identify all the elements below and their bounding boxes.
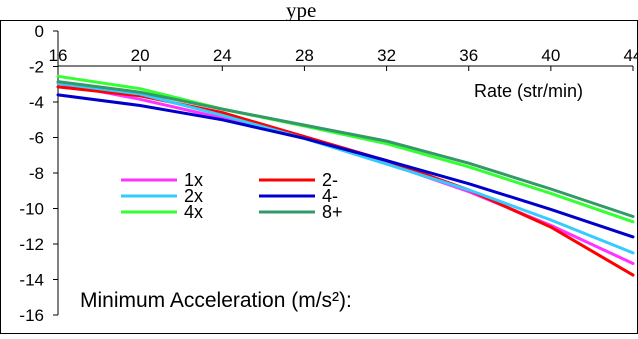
x-tick-label: 28	[295, 46, 314, 65]
x-axis-title: Rate (str/min)	[474, 81, 583, 101]
series-line-8+	[56, 80, 635, 218]
header-text-fragment: ype	[286, 0, 316, 22]
legend-label: 4x	[184, 202, 203, 222]
legend-label: 4-	[322, 186, 338, 206]
x-tick-label: 32	[377, 46, 396, 65]
y-tick-label: -10	[19, 200, 44, 219]
legend: 1x 2- 2x 4- 4x 8+	[121, 170, 343, 222]
y-tick-label: -6	[29, 129, 44, 148]
series-lines	[56, 74, 635, 277]
y-tick-label: -4	[29, 93, 44, 112]
series-line-4-	[56, 93, 635, 239]
y-tick-label: -16	[19, 306, 44, 325]
legend-label: 8+	[322, 202, 343, 222]
x-tick-label: 20	[131, 46, 150, 65]
legend-label: 1x	[184, 170, 203, 190]
series-line-4x	[56, 74, 635, 224]
x-axis: 16 20 24 28 32 36 40 44	[49, 46, 638, 71]
series-line-2x	[56, 81, 635, 255]
x-tick-label: 44	[624, 46, 638, 65]
x-tick-label: 40	[541, 46, 560, 65]
y-tick-label: -8	[29, 164, 44, 183]
y-tick-label: -12	[19, 235, 44, 254]
x-tick-label: 24	[213, 46, 232, 65]
y-axis: 0 -2 -4 -6 -8 -10 -12 -14 -16	[19, 22, 58, 325]
legend-label: 2-	[322, 170, 338, 190]
legend-label: 2x	[184, 186, 203, 206]
chart-annotation: Minimum Acceleration (m/s²):	[80, 289, 352, 312]
y-tick-label: -2	[29, 58, 44, 77]
x-tick-label: 36	[459, 46, 478, 65]
y-tick-label: -14	[19, 271, 44, 290]
x-tick-label: 16	[49, 46, 68, 65]
plot-border	[0, 20, 638, 334]
y-tick-label: 0	[35, 22, 44, 41]
